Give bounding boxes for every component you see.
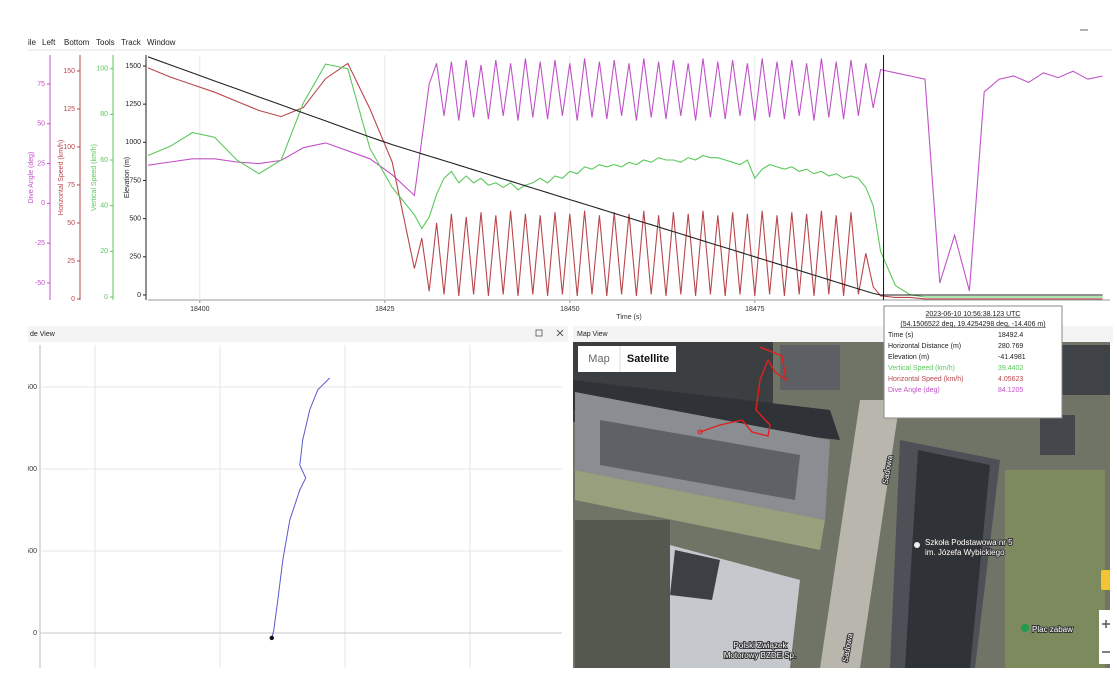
y-tick-label: 0 bbox=[71, 296, 75, 303]
menu-item[interactable]: Left bbox=[42, 38, 56, 47]
tooltip-position: (54.1506522 deg, 19.4254298 deg, -14.406… bbox=[900, 321, 1045, 328]
tooltip-value: 39.4402 bbox=[998, 365, 1023, 372]
tooltip-label: Horizontal Distance (m) bbox=[888, 343, 961, 350]
y-tick-label: 25 bbox=[37, 160, 45, 167]
y-tick-label: 75 bbox=[37, 81, 45, 88]
building bbox=[780, 345, 840, 390]
y-tick-label: 50 bbox=[37, 121, 45, 128]
poi-label[interactable]: Szkoła Podstawowa nr 5 bbox=[925, 538, 1013, 547]
field bbox=[1005, 470, 1105, 668]
y-tick-label: 100 bbox=[63, 144, 75, 151]
tooltip-value: 84.1205 bbox=[998, 387, 1023, 394]
tooltip-label: Time (s) bbox=[888, 332, 913, 339]
x-tick-label: 18400 bbox=[190, 306, 210, 313]
satellite-button[interactable]: Satellite bbox=[627, 353, 669, 365]
y-tick-label: 0 bbox=[33, 630, 37, 637]
y-tick-label: 75 bbox=[67, 182, 75, 189]
poi-icon[interactable] bbox=[1021, 624, 1029, 632]
y-tick-label: 150 bbox=[63, 68, 75, 75]
y-tick-label: 1500 bbox=[125, 63, 141, 70]
y-tick-label: 25 bbox=[67, 258, 75, 265]
building bbox=[1060, 345, 1110, 395]
side-view-titlebar bbox=[28, 326, 568, 342]
y-tick-label: 80 bbox=[100, 111, 108, 118]
map-button[interactable]: Map bbox=[588, 353, 609, 365]
y-tick-label: 750 bbox=[129, 177, 141, 184]
y-tick-label: 40 bbox=[100, 203, 108, 210]
y-axis-title: Dive Angle (deg) bbox=[28, 152, 35, 204]
y-tick-label: 1000 bbox=[125, 139, 141, 146]
y-tick-label: 500 bbox=[129, 215, 141, 222]
building bbox=[1040, 415, 1075, 455]
page: {"menu": ["ile", "Left", "Bottom", "Tool… bbox=[0, 0, 1117, 681]
y-tick-label: -50 bbox=[35, 280, 45, 287]
x-tick-label: 18475 bbox=[745, 306, 765, 313]
menu-item[interactable]: Window bbox=[147, 38, 176, 47]
x-tick-label: 18450 bbox=[560, 306, 580, 313]
menu-item[interactable]: ile bbox=[28, 38, 37, 47]
poi-icon[interactable] bbox=[914, 542, 920, 548]
tooltip-label: Elevation (m) bbox=[888, 354, 929, 361]
tooltip-value: 4.05623 bbox=[998, 376, 1023, 383]
tooltip-label: Dive Angle (deg) bbox=[888, 387, 940, 394]
y-axis-title: Vertical Speed (km/h) bbox=[91, 144, 98, 211]
y-axis-title: Horizontal Speed (km/h) bbox=[58, 140, 65, 215]
poi-label[interactable]: im. Józefa Wybickiego bbox=[925, 548, 1005, 557]
poi-label[interactable]: Plac zabaw bbox=[1032, 625, 1073, 634]
tooltip-value: -41.4981 bbox=[998, 354, 1026, 361]
menu-item[interactable]: Bottom bbox=[64, 38, 90, 47]
menu-item[interactable]: Tools bbox=[96, 38, 115, 47]
poi-label[interactable]: Motorowy BZDE Sp. bbox=[724, 651, 796, 660]
menu-bar: ile Left Bottom Tools Track Window bbox=[28, 38, 176, 47]
panel-title: Map View bbox=[577, 331, 609, 338]
y-tick-label: 0 bbox=[41, 200, 45, 207]
y-axis-title: Elevation (m) bbox=[124, 157, 131, 198]
parking bbox=[575, 520, 670, 668]
tooltip-value: 18492.4 bbox=[998, 332, 1023, 339]
menu-item[interactable]: Track bbox=[121, 38, 142, 47]
x-tick-label: 18425 bbox=[375, 306, 395, 313]
x-axis-title: Time (s) bbox=[616, 314, 641, 321]
y-tick-label: 0 bbox=[104, 294, 108, 301]
tooltip-timestamp: 2023-06-10 10:56:38.123 UTC bbox=[926, 311, 1021, 318]
poi-label[interactable]: Polski Związek bbox=[734, 641, 788, 650]
track-end-marker bbox=[270, 636, 274, 640]
tooltip: 2023-06-10 10:56:38.123 UTC (54.1506522 d… bbox=[884, 306, 1062, 418]
y-tick-label: 20 bbox=[100, 248, 108, 255]
y-tick-label: 100 bbox=[96, 66, 108, 73]
tooltip-label: Horizontal Speed (km/h) bbox=[888, 376, 963, 383]
y-tick-label: 250 bbox=[129, 254, 141, 261]
y-tick-label: 1250 bbox=[125, 101, 141, 108]
app-window: ile Left Bottom Tools Track Window 18400 18425… bbox=[0, 0, 1117, 681]
y-tick-label: 0 bbox=[137, 292, 141, 299]
y-tick-label: -25 bbox=[35, 240, 45, 247]
tooltip-label: Vertical Speed (km/h) bbox=[888, 365, 955, 372]
tooltip-value: 280.769 bbox=[998, 343, 1023, 350]
panel-title: de View bbox=[30, 331, 56, 338]
y-tick-label: 50 bbox=[67, 220, 75, 227]
y-tick-label: 125 bbox=[63, 106, 75, 113]
y-tick-label: 60 bbox=[100, 157, 108, 164]
